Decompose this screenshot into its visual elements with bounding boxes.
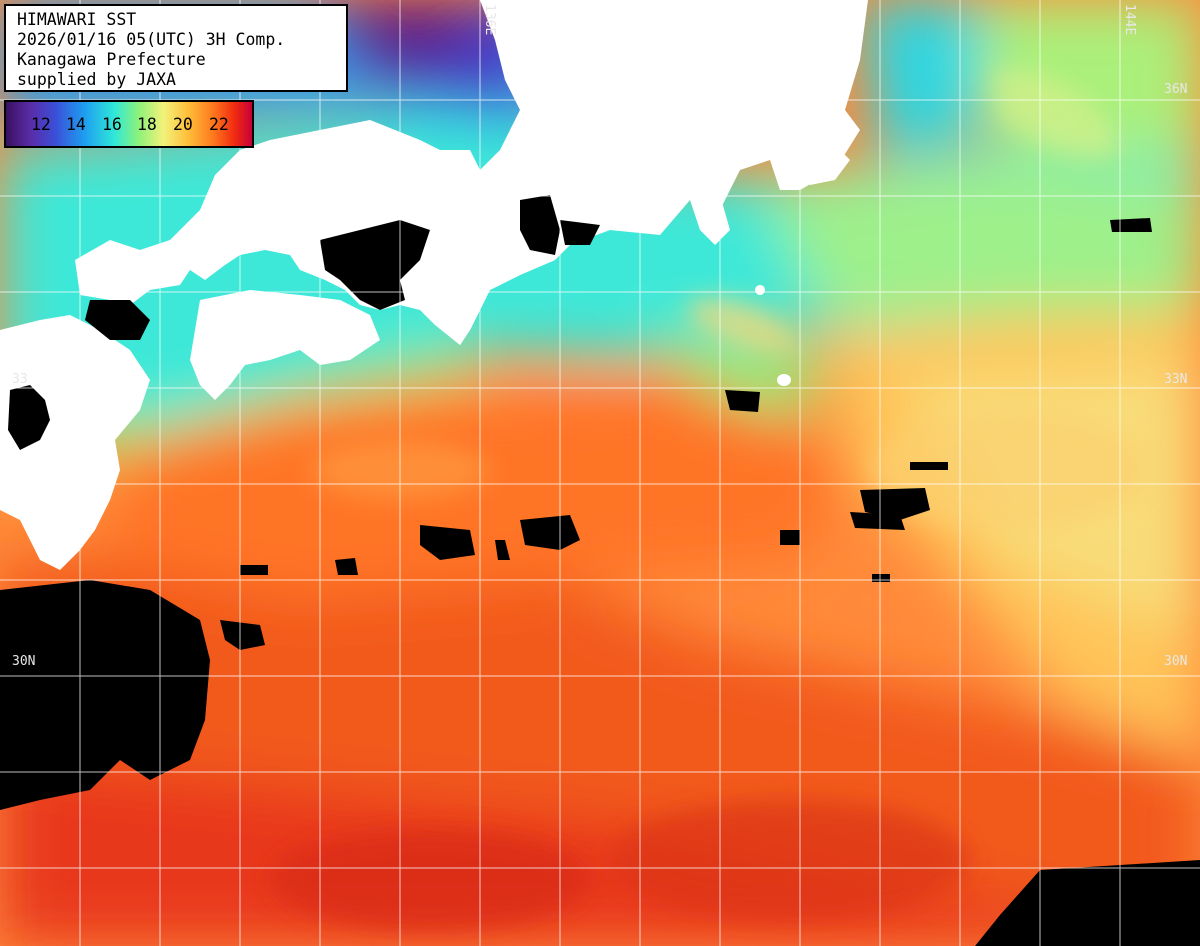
- colorbar-tick-label: 14: [66, 115, 86, 134]
- longitude-label-144e: 144E: [1122, 4, 1137, 36]
- temperature-colorbar: 12 14 16 18 20 22: [4, 100, 254, 148]
- latitude-label-36n: 36N: [1164, 82, 1188, 97]
- eddy-features: [270, 68, 1150, 930]
- latitude-label-30n-right: 30N: [1164, 654, 1188, 669]
- map-title: HIMAWARI SST: [17, 10, 137, 29]
- map-info-box: HIMAWARI SST 2026/01/16 05(UTC) 3H Comp.…: [4, 4, 348, 92]
- colorbar-tick-label: 20: [173, 115, 193, 134]
- colorbar-tick-label: 22: [209, 115, 229, 134]
- no-data-areas: [0, 195, 1200, 946]
- longitude-label-136e: 136E: [482, 4, 497, 36]
- map-datetime: 2026/01/16 05(UTC) 3H Comp.: [17, 30, 286, 49]
- colorbar-tick-label: 18: [137, 115, 157, 134]
- latitude-label-33-left: 33: [12, 372, 28, 387]
- colorbar-tick-label: 12: [31, 115, 51, 134]
- map-credit: supplied by JAXA: [17, 70, 176, 89]
- latitude-label-33n: 33N: [1164, 372, 1188, 387]
- latitude-label-30n-left: 30N: [12, 654, 36, 669]
- colorbar-tick-label: 16: [102, 115, 122, 134]
- map-region: Kanagawa Prefecture: [17, 50, 206, 69]
